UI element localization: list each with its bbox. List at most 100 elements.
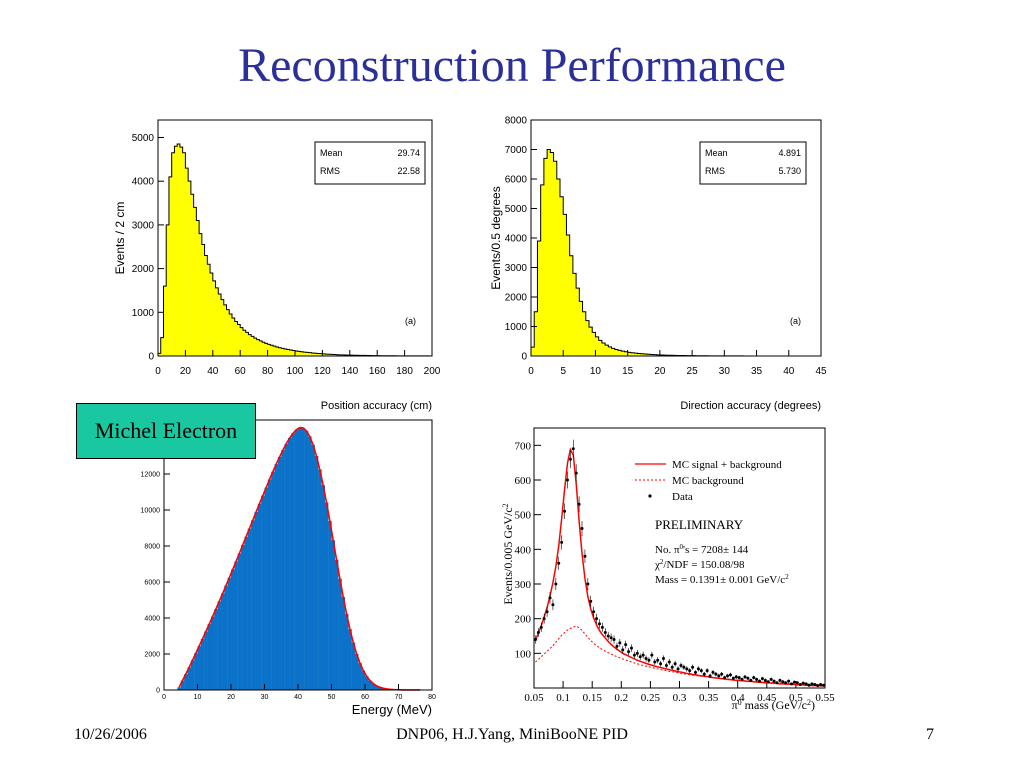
histogram-bar [341, 596, 346, 690]
data-point [804, 682, 808, 686]
data-point [592, 610, 596, 614]
histogram-bar [582, 311, 586, 356]
footer-center: DNP06, H.J.Yang, MiniBooNE PID [396, 726, 628, 743]
histogram-bar [298, 427, 302, 690]
histogram-bar [303, 352, 307, 356]
histogram-bar [278, 347, 282, 356]
histogram-bar [358, 663, 362, 690]
histogram-bars [177, 427, 423, 690]
histogram-bar [190, 660, 195, 690]
histogram-bar [354, 653, 359, 690]
x-tick-label: 20 [227, 694, 235, 701]
histogram-bar [218, 293, 222, 356]
data-point [760, 677, 764, 681]
data-point [603, 631, 607, 635]
data-point [606, 634, 610, 638]
histogram-bar [569, 255, 574, 356]
histogram-bar [330, 354, 334, 356]
histogram-bar [608, 346, 612, 356]
y-tick-label: 5000 [132, 133, 155, 144]
histogram-bar [237, 324, 241, 356]
legend-swatch-point [648, 494, 652, 498]
x-tick-label: 0 [528, 366, 534, 377]
histogram-bar [294, 429, 299, 690]
histogram-bar [286, 349, 290, 356]
histogram-bar [160, 337, 164, 356]
histogram-bar [318, 469, 322, 690]
histogram-bar [634, 353, 638, 356]
x-tick-label: 60 [361, 694, 369, 701]
data-point [792, 680, 796, 684]
histogram-bar [563, 214, 567, 356]
data-point [548, 596, 552, 600]
data-point [568, 457, 572, 461]
histogram-bar [184, 674, 188, 690]
data-point [682, 665, 686, 669]
data-point [813, 683, 817, 687]
histogram-bar [640, 353, 644, 356]
data-point [580, 527, 584, 531]
stats-label: RMS [705, 166, 725, 176]
pi0-mass-chart: 100 200 300 400 500 600 700 0.05 0.1 0.15 0.2 0.25 0… [501, 427, 835, 712]
data-point [621, 648, 625, 652]
data-point [635, 651, 639, 655]
histogram-bar [537, 240, 541, 356]
histogram-bar [324, 502, 329, 690]
stats-box [699, 141, 807, 185]
histogram-bar [273, 346, 277, 356]
histogram-bar [179, 147, 183, 356]
histogram-bar [368, 680, 372, 690]
histogram-bar [171, 152, 175, 356]
histogram-bar [365, 676, 369, 690]
histogram-bar [589, 327, 593, 356]
fit-result-line: χ2/NDF = 150.08/98 [654, 558, 745, 571]
histogram-bar [244, 536, 248, 690]
histogram-bar [210, 272, 213, 356]
x-tick-label: 0.35 [699, 692, 719, 704]
histogram-bar [659, 354, 664, 356]
data-point [749, 678, 753, 682]
data-point [545, 610, 549, 614]
histogram-bar [601, 343, 606, 356]
data-point [679, 663, 683, 667]
data-point [714, 672, 718, 676]
histogram-bar [158, 353, 161, 356]
x-tick-label: 30 [719, 366, 731, 377]
data-point [624, 643, 628, 647]
histogram-bar [592, 332, 596, 356]
histogram-bar [281, 450, 285, 690]
data-point [787, 679, 791, 683]
x-axis-label: Position accuracy (cm) [321, 400, 432, 412]
data-point [711, 670, 715, 674]
histogram-bars [531, 149, 789, 356]
x-tick-label: 70 [395, 694, 403, 701]
data-point [629, 646, 633, 650]
histogram-bar [322, 353, 326, 356]
data-point [632, 653, 636, 657]
histogram-bar [327, 354, 331, 356]
michel-electron-label: Michel Electron [76, 403, 256, 459]
histogram-bar [224, 585, 228, 690]
data-point [676, 667, 680, 671]
histogram-bar [204, 631, 208, 690]
data-point [670, 665, 674, 669]
histogram-bar [291, 433, 295, 690]
data-point [778, 678, 782, 682]
stats-label: RMS [320, 166, 340, 176]
histogram-bar [316, 353, 320, 356]
x-tick-label: 200 [424, 366, 441, 377]
data-point [638, 655, 642, 659]
histogram-bar [240, 327, 244, 356]
data-point [699, 669, 703, 673]
histogram-bar [264, 343, 268, 356]
histogram-bar [371, 683, 376, 690]
histogram-bar [311, 444, 315, 690]
y-axis-label: Events/0.005 GeV/c2 [501, 503, 516, 604]
histogram-bar [215, 287, 219, 356]
fit-result-line: No. π0's = 7208± 144 [655, 543, 749, 556]
x-tick-label: 20 [654, 366, 666, 377]
x-tick-label: 20 [180, 366, 192, 377]
data-point [795, 681, 799, 685]
data-point [752, 676, 756, 680]
histogram-bar [624, 351, 628, 356]
